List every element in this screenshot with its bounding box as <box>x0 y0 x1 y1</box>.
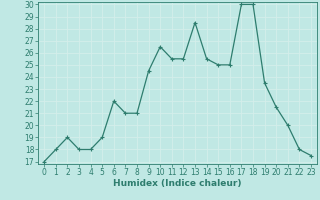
X-axis label: Humidex (Indice chaleur): Humidex (Indice chaleur) <box>113 179 242 188</box>
